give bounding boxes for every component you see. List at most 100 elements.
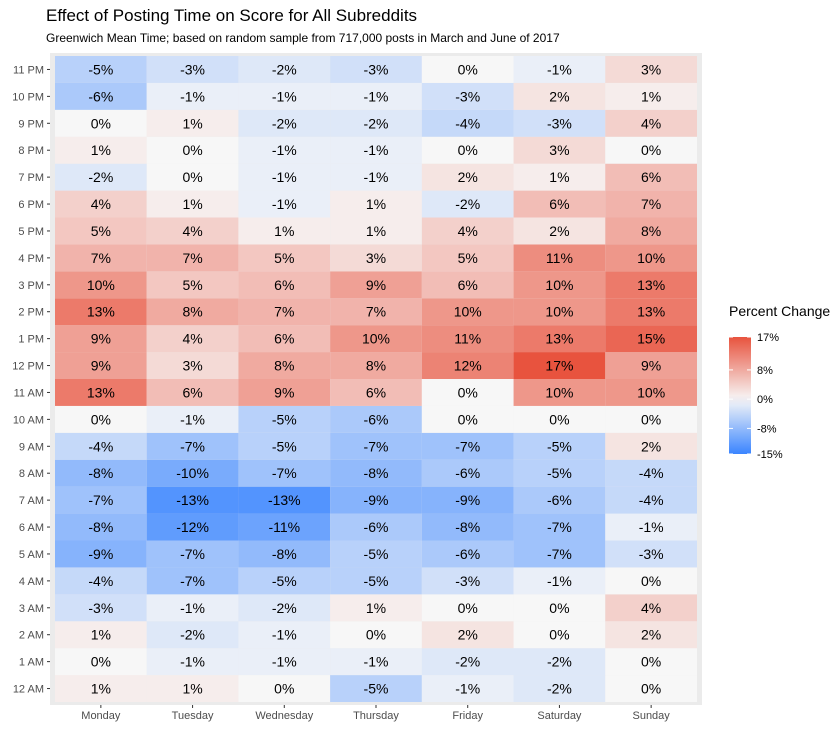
heatmap-cell (146, 648, 239, 676)
heatmap-cell (421, 325, 514, 353)
cell-value-label: 8% (274, 358, 294, 374)
heatmap-cell (55, 325, 147, 353)
heatmap-cell (55, 136, 147, 164)
cell-value-label: 8% (366, 358, 386, 374)
heatmap-cell (146, 675, 239, 702)
heatmap-cell (513, 513, 606, 541)
heatmap-cell (330, 82, 422, 110)
cell-value-label: 9% (366, 277, 386, 293)
cell-value-label: 10% (454, 304, 482, 320)
cell-value-label: 0% (182, 142, 202, 158)
heatmap-cell (146, 56, 239, 83)
cell-value-label: 17% (545, 358, 573, 374)
cell-value-label: 7% (366, 304, 386, 320)
cell-value-label: -7% (88, 492, 113, 508)
cell-value-label: -6% (88, 88, 113, 104)
y-tick-label: 8 PM (18, 145, 44, 157)
heatmap-cell (146, 244, 239, 272)
cell-value-label: -1% (180, 600, 205, 616)
cell-value-label: 0% (182, 169, 202, 185)
x-tick-label: Wednesday (255, 710, 313, 722)
heatmap-cell (238, 190, 331, 218)
heatmap-cell (513, 675, 606, 702)
cell-value-label: 0% (549, 627, 569, 643)
x-tick-label: Friday (452, 710, 483, 722)
heatmap-cell (421, 648, 514, 676)
cell-value-label: -1% (364, 169, 389, 185)
cell-value-label: 4% (641, 600, 661, 616)
heatmap-cell (421, 459, 514, 487)
heatmap-cell (146, 136, 239, 164)
cell-value-label: 0% (641, 654, 661, 670)
y-tick-label: 4 PM (18, 253, 44, 265)
heatmap-cell (421, 540, 514, 568)
heatmap-cell (55, 56, 147, 83)
heatmap-cell (146, 486, 239, 514)
cell-value-label: -8% (272, 546, 297, 562)
cell-value-label: 1% (366, 600, 386, 616)
cell-value-label: -5% (364, 573, 389, 589)
heatmap-cell (605, 271, 697, 299)
y-tick-label: 1 AM (19, 657, 44, 669)
cell-value-label: 4% (182, 223, 202, 239)
cell-value-label: 6% (274, 277, 294, 293)
heatmap-cell (146, 82, 239, 110)
cell-value-label: -12% (176, 519, 209, 535)
cell-value-label: 13% (637, 277, 665, 293)
heatmap-cell (421, 432, 514, 460)
cell-value-label: -2% (364, 115, 389, 131)
x-tick-label: Thursday (353, 710, 399, 722)
heatmap-cell (605, 459, 697, 487)
heatmap-cell (605, 298, 697, 326)
cell-value-label: 8% (641, 223, 661, 239)
y-tick-label: 4 AM (19, 576, 44, 588)
cell-value-label: 13% (87, 384, 115, 400)
cell-value-label: 5% (182, 277, 202, 293)
heatmap-cell (513, 109, 606, 137)
cell-value-label: 0% (458, 411, 478, 427)
cell-value-label: -1% (639, 519, 664, 535)
cell-value-label: 12% (454, 358, 482, 374)
heatmap-cell (55, 109, 147, 137)
heatmap-cell (421, 486, 514, 514)
y-tick-label: 5 AM (19, 549, 44, 561)
cell-value-label: -3% (547, 115, 572, 131)
heatmap-cell (605, 567, 697, 595)
heatmap-cell (146, 405, 239, 433)
cell-value-label: 5% (274, 250, 294, 266)
cell-value-label: -13% (176, 492, 209, 508)
x-axis-tick-labels: Monday Tuesday Wednesday Thursday Friday Satu… (81, 705, 670, 722)
heatmap-cell (330, 136, 422, 164)
cell-value-label: 4% (641, 115, 661, 131)
cell-value-label: 0% (458, 600, 478, 616)
cell-value-label: -5% (272, 573, 297, 589)
cell-value-label: -4% (455, 115, 480, 131)
cell-value-label: 8% (182, 304, 202, 320)
heatmap-cell (513, 648, 606, 676)
cell-value-label: -2% (88, 169, 113, 185)
cell-value-label: -1% (180, 411, 205, 427)
cell-value-label: 6% (182, 384, 202, 400)
cell-value-label: -2% (272, 115, 297, 131)
cell-value-label: -1% (272, 142, 297, 158)
heatmap-cell (238, 405, 331, 433)
heatmap-cell (146, 459, 239, 487)
cell-value-label: -1% (180, 654, 205, 670)
chart-subtitle: Greenwich Mean Time; based on random sam… (46, 31, 560, 45)
cell-value-label: -8% (455, 519, 480, 535)
x-tick-label: Tuesday (172, 710, 214, 722)
cell-value-label: -6% (455, 546, 480, 562)
heatmap-cell (238, 109, 331, 137)
heatmap-cell (605, 56, 697, 83)
heatmap-cell (421, 513, 514, 541)
heatmap-cell (605, 486, 697, 514)
cell-value-label: -1% (272, 196, 297, 212)
heatmap-cell (421, 621, 514, 649)
heatmap-cell (513, 298, 606, 326)
cell-value-label: -2% (547, 654, 572, 670)
cell-value-label: 7% (182, 250, 202, 266)
heatmap-cell (330, 459, 422, 487)
heatmap-cell (55, 648, 147, 676)
cell-value-label: 13% (545, 331, 573, 347)
heatmap-cell (146, 325, 239, 353)
